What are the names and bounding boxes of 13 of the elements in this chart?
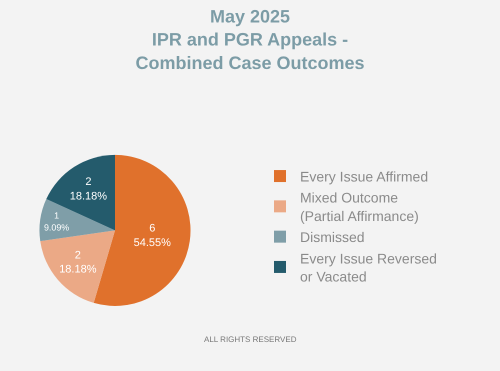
data-label: 1 9.09% — [44, 210, 70, 232]
data-label: 2 18.18% — [70, 176, 108, 202]
data-label: 2 18.18% — [59, 249, 97, 276]
legend-label: Every Issue Affirmed — [300, 168, 428, 185]
data-label: 6 54.55% — [134, 222, 172, 249]
pie-slice — [46, 154, 115, 230]
chart-title: May 2025 IPR and PGR Appeals - Combined Case Outcomes — [135, 6, 365, 74]
pie-slice — [40, 230, 115, 303]
legend-label: Dismissed — [300, 229, 365, 246]
text: ALL RIGHTS RESERVED — [204, 335, 297, 344]
legend-label: Mixed Outcome (Partial Affirmance) — [300, 190, 419, 224]
legend-label: Every Issue Reversed or Vacated — [300, 250, 437, 285]
pie-slice — [40, 199, 115, 242]
